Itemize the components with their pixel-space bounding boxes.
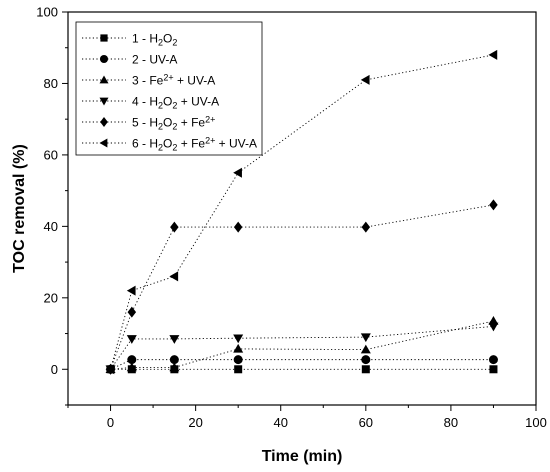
legend-item: 6 - H2O2 + Fe2+ + UV-A: [82, 136, 257, 152]
data-point: [233, 167, 242, 178]
y-tick-label: 0: [51, 362, 58, 377]
x-tick-label: 100: [525, 415, 547, 430]
legend-marker: [100, 117, 108, 127]
x-tick-label: 80: [444, 415, 458, 430]
data-point: [126, 335, 137, 344]
plot-frame: [67, 11, 537, 406]
data-point: [169, 355, 179, 365]
data-point: [489, 199, 498, 211]
series-6: [105, 49, 498, 375]
x-axis-title: Time (min): [262, 448, 343, 465]
legend-label: 2 - UV-A: [132, 53, 177, 67]
data-point: [169, 335, 180, 344]
series-1: [106, 365, 498, 374]
legend-item: 5 - H2O2 + Fe2+: [82, 115, 215, 131]
data-point: [233, 343, 244, 353]
legend-marker: [99, 138, 108, 148]
axis-ticks: 0 20 40 60 80 100 0 20 40 60 80 100: [36, 5, 547, 431]
data-point: [105, 364, 115, 375]
series-line: [110, 204, 494, 370]
y-tick-label: 20: [44, 290, 58, 305]
data-point: [361, 221, 371, 233]
data-point: [488, 322, 499, 332]
x-tick-label: 20: [188, 415, 202, 430]
data-point: [360, 333, 371, 343]
legend-item: 3 - Fe2+ + UV-A: [82, 73, 215, 88]
data-point: [489, 365, 498, 374]
x-tick-label: 0: [107, 415, 114, 430]
series-line: [110, 359, 494, 370]
legend-label: 6 - H2O2 + Fe2+ + UV-A: [132, 136, 257, 152]
legend-item: 1 - H2O2: [82, 32, 177, 48]
legend-marker: [99, 97, 109, 106]
legend-item: 4 - H2O2 + UV-A: [82, 95, 219, 111]
data-point: [488, 316, 499, 325]
series-5: [106, 199, 498, 375]
y-tick-label: 40: [44, 219, 58, 234]
data-point: [169, 271, 179, 282]
legend-label: 4 - H2O2 + UV-A: [132, 95, 219, 111]
data-point: [361, 365, 370, 374]
legend-marker: [99, 75, 109, 84]
series-3: [105, 316, 499, 374]
data-point: [360, 74, 370, 85]
y-axis-title: TOC removal (%): [11, 144, 28, 273]
series-line: [110, 320, 494, 370]
y-tick-label: 100: [36, 5, 58, 20]
data-point: [170, 221, 179, 233]
legend-box: [75, 21, 263, 156]
plot-border: [67, 11, 537, 406]
legend-item: 2 - UV-A: [82, 53, 177, 67]
legend-label: 5 - H2O2 + Fe2+: [132, 115, 215, 131]
x-tick-label: 40: [273, 415, 287, 430]
data-point: [127, 306, 137, 318]
legend-marker: [99, 54, 109, 64]
data-point: [488, 355, 498, 365]
y-tick-label: 80: [44, 76, 58, 91]
data-point: [233, 355, 243, 365]
x-tick-label: 60: [359, 415, 373, 430]
y-tick-label: 60: [44, 147, 58, 162]
legend-label: 3 - Fe2+ + UV-A: [132, 73, 215, 88]
legend-marker: [100, 34, 108, 42]
data-point: [360, 344, 371, 354]
data-point: [126, 285, 136, 296]
data-point: [361, 355, 371, 365]
legend-label: 1 - H2O2: [132, 32, 177, 48]
series-2: [106, 355, 498, 374]
legend: 1 - H2O2 2 - UV-A 3 - Fe2+ + UV-A 4 - H2O2 …: [75, 21, 263, 156]
series-4: [105, 322, 499, 375]
data-point: [233, 334, 244, 344]
data-point: [126, 362, 137, 372]
data-point: [234, 365, 243, 374]
data-point: [169, 362, 180, 372]
series-line: [110, 325, 494, 370]
data-point: [233, 221, 243, 233]
series-layer: [105, 49, 499, 375]
data-point: [488, 49, 498, 60]
data-point: [127, 355, 137, 365]
